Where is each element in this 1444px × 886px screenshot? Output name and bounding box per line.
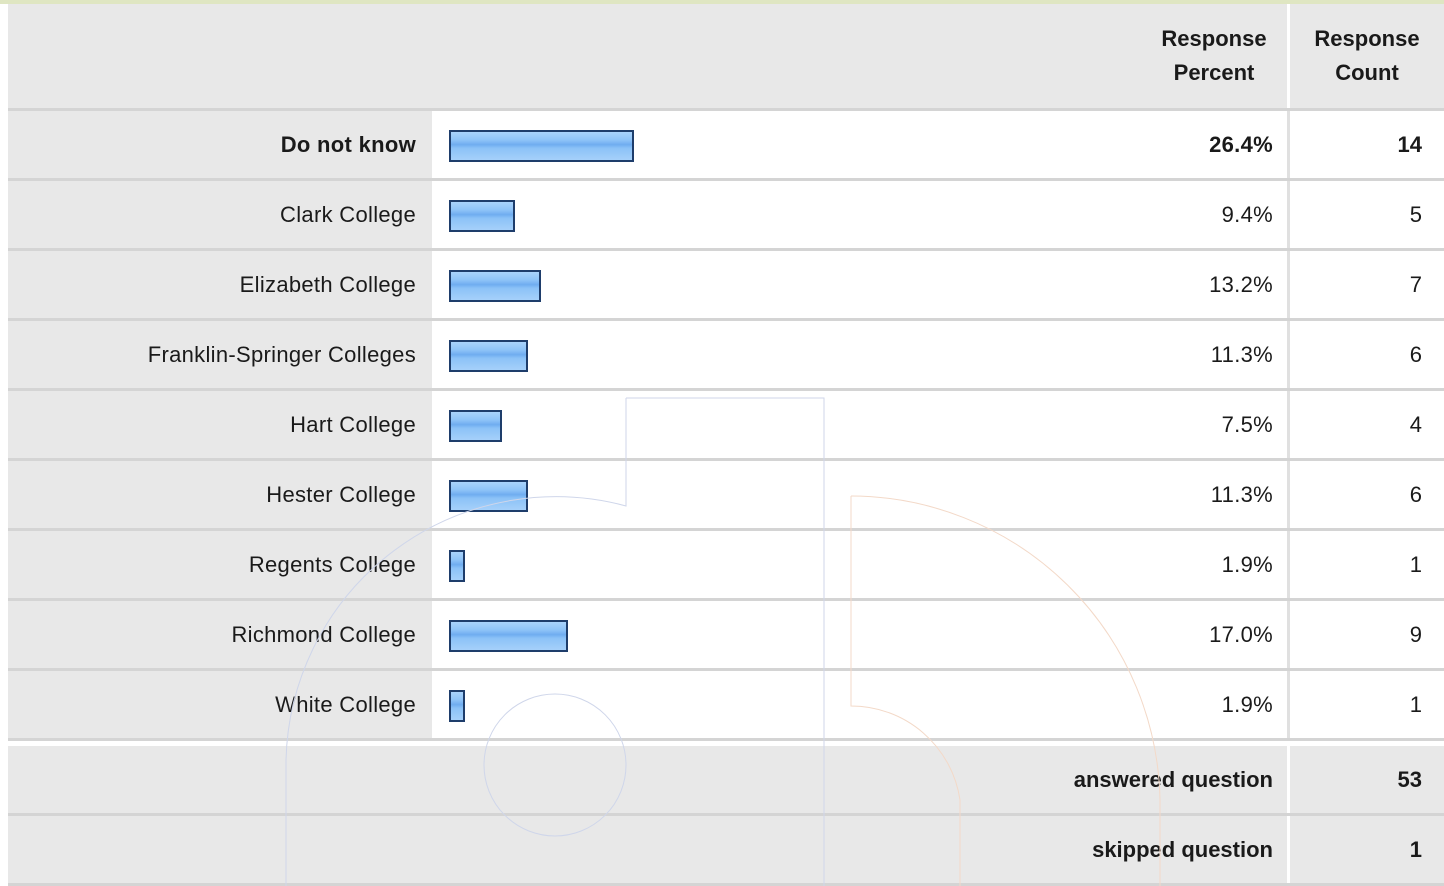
response-bar — [449, 270, 541, 302]
column-divider — [1287, 531, 1290, 598]
row-separator — [8, 178, 1444, 181]
table-row: Hester College 11.3% 6 — [0, 461, 1444, 528]
response-count: 1 — [1290, 531, 1444, 598]
row-label: White College — [8, 671, 432, 738]
row-separator — [8, 248, 1444, 251]
top-accent-line — [0, 0, 1444, 4]
response-bar — [449, 620, 568, 652]
header-column-divider — [1287, 4, 1290, 108]
column-divider — [1287, 321, 1290, 388]
bar-cell — [432, 181, 1141, 248]
response-bar — [449, 340, 528, 372]
response-count: 6 — [1290, 321, 1444, 388]
row-label: Hart College — [8, 391, 432, 458]
table-row: Clark College 9.4% 5 — [0, 181, 1444, 248]
response-percent: 13.2% — [1141, 251, 1287, 318]
bar-cell — [432, 111, 1141, 178]
header-response-count-line2: Count — [1335, 60, 1399, 85]
response-count: 4 — [1290, 391, 1444, 458]
table-row: Do not know 26.4% 14 — [0, 111, 1444, 178]
skipped-question-label: skipped question — [8, 816, 1287, 883]
row-separator — [8, 738, 1444, 741]
response-count: 9 — [1290, 601, 1444, 668]
response-percent: 11.3% — [1141, 321, 1287, 388]
response-count: 6 — [1290, 461, 1444, 528]
table-row: Hart College 7.5% 4 — [0, 391, 1444, 458]
table-row: Richmond College 17.0% 9 — [0, 601, 1444, 668]
row-label: Regents College — [8, 531, 432, 598]
column-divider — [1287, 671, 1290, 738]
bar-cell — [432, 251, 1141, 318]
column-divider — [1287, 461, 1290, 528]
header-response-percent-line2: Percent — [1173, 60, 1255, 85]
bar-cell — [432, 391, 1141, 458]
response-bar — [449, 410, 502, 442]
response-bar — [449, 480, 528, 512]
header-response-percent: Response Percent — [1141, 4, 1287, 108]
response-bar — [449, 550, 465, 582]
response-bar — [449, 690, 465, 722]
bar-cell — [432, 671, 1141, 738]
row-label: Hester College — [8, 461, 432, 528]
column-divider — [1287, 111, 1290, 178]
column-divider — [1287, 251, 1290, 318]
response-percent: 1.9% — [1141, 671, 1287, 738]
response-count: 5 — [1290, 181, 1444, 248]
answered-question-row: answered question 53 — [0, 746, 1444, 813]
row-label: Richmond College — [8, 601, 432, 668]
response-percent: 7.5% — [1141, 391, 1287, 458]
row-label: Clark College — [8, 181, 432, 248]
response-bar — [449, 200, 515, 232]
table-header: Response Percent Response Count — [0, 4, 1444, 108]
table-row: Regents College 1.9% 1 — [0, 531, 1444, 598]
response-count: 7 — [1290, 251, 1444, 318]
row-separator — [8, 108, 1444, 111]
table-row: Franklin-Springer Colleges 11.3% 6 — [0, 321, 1444, 388]
response-percent: 1.9% — [1141, 531, 1287, 598]
row-label: Elizabeth College — [8, 251, 432, 318]
answered-question-label: answered question — [8, 746, 1287, 813]
response-percent: 11.3% — [1141, 461, 1287, 528]
row-label: Franklin-Springer Colleges — [8, 321, 432, 388]
response-percent: 17.0% — [1141, 601, 1287, 668]
row-separator — [8, 318, 1444, 321]
column-divider — [1287, 391, 1290, 458]
header-response-count-line1: Response — [1314, 26, 1420, 51]
header-blank — [8, 4, 1141, 108]
answered-question-value: 53 — [1290, 746, 1444, 813]
response-bar — [449, 130, 634, 162]
header-response-percent-line1: Response — [1161, 26, 1267, 51]
response-count: 1 — [1290, 671, 1444, 738]
response-percent: 26.4% — [1141, 111, 1287, 178]
column-divider — [1287, 181, 1290, 248]
summary-column-divider — [1287, 816, 1290, 883]
column-divider — [1287, 601, 1290, 668]
bar-cell — [432, 531, 1141, 598]
response-count: 14 — [1290, 111, 1444, 178]
header-response-count: Response Count — [1290, 4, 1444, 108]
table-row: White College 1.9% 1 — [0, 671, 1444, 738]
bar-cell — [432, 461, 1141, 528]
bar-cell — [432, 601, 1141, 668]
row-label: Do not know — [8, 111, 432, 178]
response-percent: 9.4% — [1141, 181, 1287, 248]
skipped-question-row: skipped question 1 — [0, 816, 1444, 883]
bar-cell — [432, 321, 1141, 388]
row-separator — [8, 388, 1444, 391]
table-row: Elizabeth College 13.2% 7 — [0, 251, 1444, 318]
skipped-question-value: 1 — [1290, 816, 1444, 883]
summary-column-divider — [1287, 746, 1290, 813]
